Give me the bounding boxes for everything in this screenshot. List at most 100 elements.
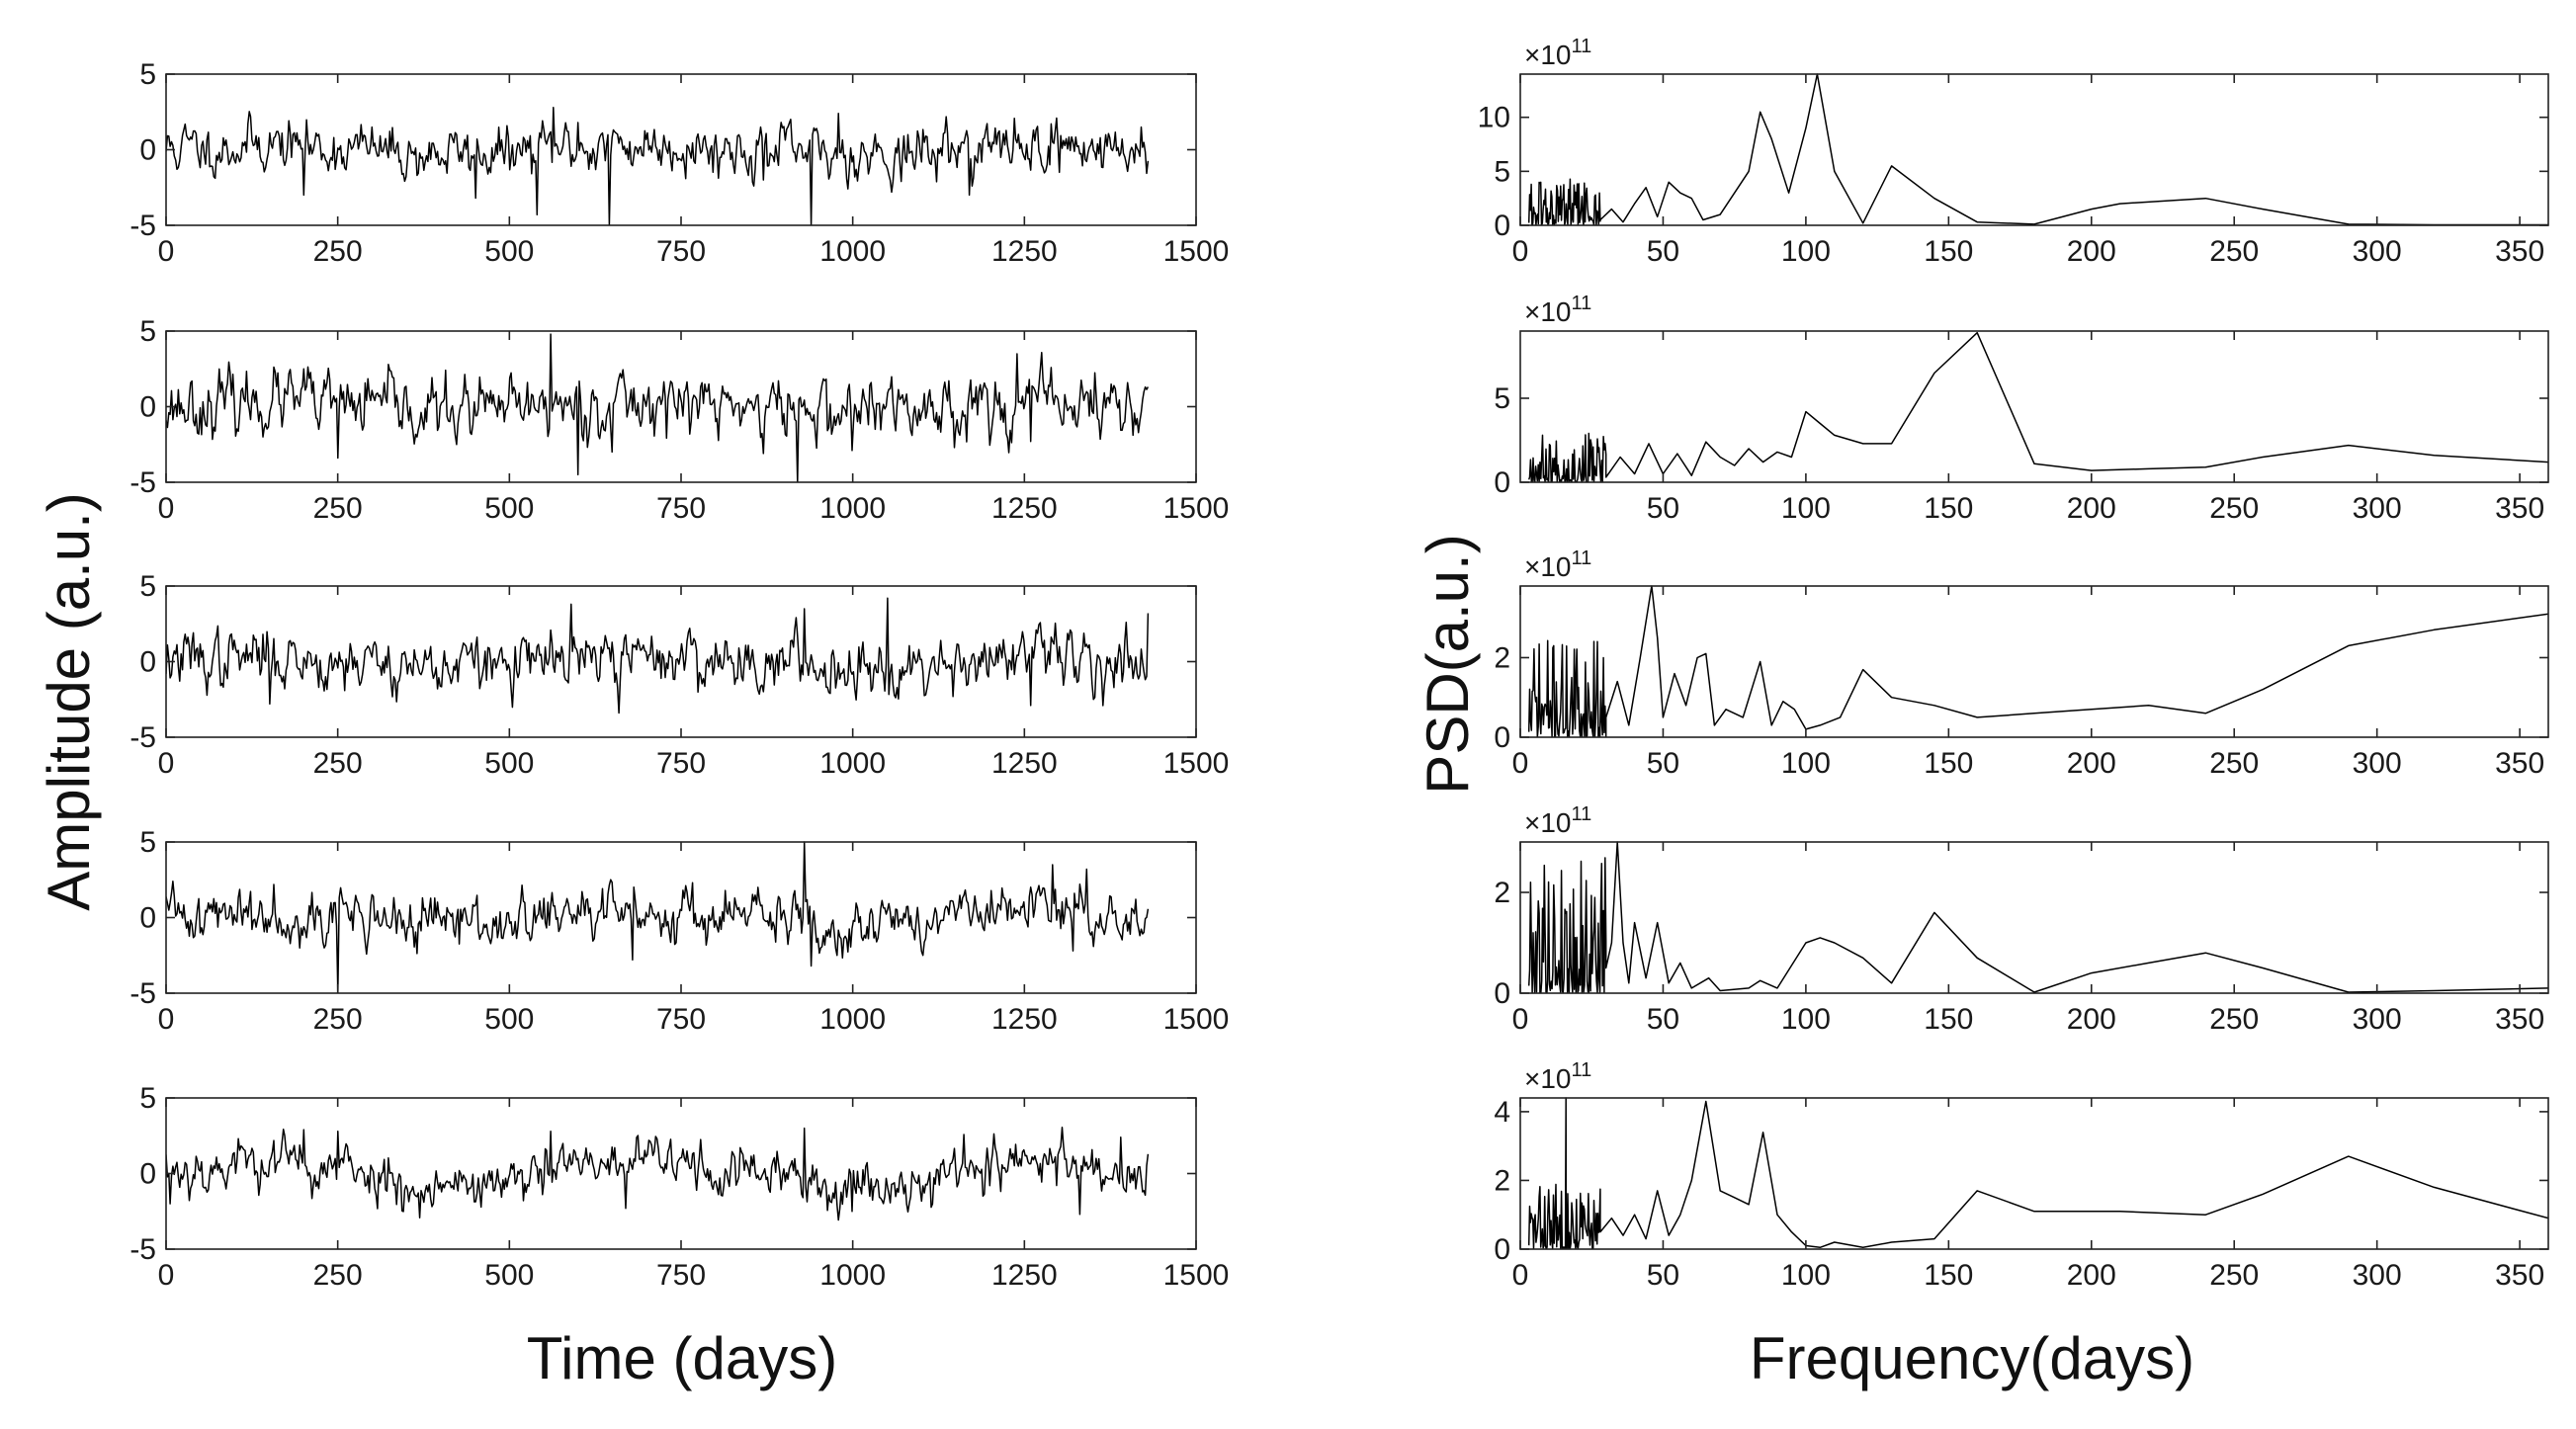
x-tick-label-psd4: 0 [1512,1003,1529,1036]
x-tick-label-amp3: 500 [484,747,534,780]
x-tick-label-amp4: 1000 [819,1003,886,1036]
x-tick-label-psd5: 150 [1924,1259,1973,1292]
x-tick-label-amp1: 0 [158,235,175,268]
y-tick-label-amp3: -5 [129,721,156,754]
x-tick-label-psd5: 350 [2495,1259,2544,1292]
x-tick-label-amp4: 1500 [1163,1003,1230,1036]
exponent-label-psd1: ×1011 [1524,36,1591,70]
exponent-label-psd2: ×1011 [1524,293,1591,327]
y-tick-label-amp1: 0 [139,134,156,167]
x-tick-label-psd2: 350 [2495,492,2544,525]
x-tick-label-amp2: 1250 [991,492,1058,525]
x-tick-label-psd5: 250 [2209,1259,2259,1292]
x-tick-label-amp3: 1250 [991,747,1058,780]
axes-frame-psd2 [1519,330,2549,483]
x-tick-label-psd3: 350 [2495,747,2544,780]
axes-frame-psd5 [1519,1097,2549,1250]
x-tick-label-psd3: 300 [2353,747,2402,780]
subplot-psd4: 0 50 100 150 200 250 300 350 0 2 ×1011 [1494,803,2549,1036]
x-tick-label-amp4: 0 [158,1003,175,1036]
series-line-amp3 [166,597,1150,714]
y-tick-label-psd5: 4 [1494,1096,1510,1129]
x-tick-label-amp4: 750 [656,1003,706,1036]
axes-frame-psd3 [1519,585,2549,738]
y-tick-label-amp2: -5 [129,466,156,499]
x-tick-label-amp2: 750 [656,492,706,525]
series-line-amp5 [166,1127,1150,1221]
left-y-axis-title: Amplitude (a.u.) [36,492,102,911]
x-tick-label-amp2: 250 [313,492,363,525]
x-tick-label-amp2: 1500 [1163,492,1230,525]
x-tick-label-amp5: 1250 [991,1259,1058,1292]
x-tick-label-psd5: 50 [1647,1259,1679,1292]
x-tick-label-psd4: 150 [1924,1003,1973,1036]
x-tick-label-amp3: 1000 [819,747,886,780]
x-tick-label-psd2: 200 [2067,492,2116,525]
left-x-axis-title: Time (days) [527,1325,837,1391]
subplot-amp5: 0 250 500 750 1000 1250 1500-505 [129,1082,1229,1292]
x-tick-label-psd1: 350 [2495,235,2544,268]
x-tick-label-psd1: 300 [2353,235,2402,268]
x-tick-label-psd1: 150 [1924,235,1973,268]
subplot-amp4: 0 250 500 750 1000 1250 1500-505 [129,826,1229,1036]
y-tick-label-amp1: 5 [139,58,156,91]
y-tick-label-amp3: 5 [139,570,156,603]
x-tick-label-amp1: 1250 [991,235,1058,268]
x-tick-label-amp1: 750 [656,235,706,268]
x-tick-label-amp5: 250 [313,1259,363,1292]
series-line-amp2 [166,333,1150,482]
x-tick-label-psd2: 300 [2353,492,2402,525]
y-tick-label-amp5: 5 [139,1082,156,1115]
x-tick-label-amp1: 1000 [819,235,886,268]
series-line-amp1 [166,106,1150,225]
axes-frame-psd4 [1519,841,2549,994]
exponent-label-psd5: ×1011 [1524,1059,1591,1094]
subplot-psd2: 50 100 150 200 250 300 350 0 5 ×1011 [1494,293,2549,525]
x-tick-label-amp5: 1500 [1163,1259,1230,1292]
y-tick-label-amp4: 5 [139,826,156,859]
subplot-psd5: 0 50 100 150 200 250 300 350 0 2 4 ×1011 [1494,1059,2549,1292]
y-tick-label-psd4: 0 [1494,977,1510,1010]
x-tick-label-psd4: 100 [1781,1003,1831,1036]
x-tick-label-amp5: 1000 [819,1259,886,1292]
x-tick-label-psd4: 250 [2209,1003,2259,1036]
exponent-label-psd4: ×1011 [1524,803,1591,838]
x-tick-label-psd2: 50 [1647,492,1679,525]
subplot-amp1: 0 250 500 750 1000 1250 1500-505 [129,58,1229,268]
x-tick-label-psd4: 350 [2495,1003,2544,1036]
x-tick-label-psd1: 250 [2209,235,2259,268]
x-tick-label-psd4: 300 [2353,1003,2402,1036]
y-tick-label-psd3: 2 [1494,641,1510,674]
series-line-psd1 [1527,73,2548,225]
x-tick-label-amp2: 0 [158,492,175,525]
x-tick-label-psd1: 200 [2067,235,2116,268]
y-tick-label-psd2: 5 [1494,382,1510,415]
right-y-axis-title: PSD(a.u.) [1415,534,1481,794]
y-tick-label-psd5: 0 [1494,1233,1510,1266]
x-tick-label-psd5: 300 [2353,1259,2402,1292]
x-tick-label-psd3: 150 [1924,747,1973,780]
y-tick-label-amp3: 0 [139,646,156,679]
y-tick-label-psd3: 0 [1494,721,1510,754]
x-tick-label-amp4: 1250 [991,1003,1058,1036]
x-tick-label-psd3: 0 [1512,747,1529,780]
series-line-psd3 [1527,585,2548,737]
exponent-label-psd3: ×1011 [1524,547,1591,582]
x-tick-label-psd3: 100 [1781,747,1831,780]
x-tick-label-psd5: 100 [1781,1259,1831,1292]
x-tick-label-psd4: 50 [1647,1003,1679,1036]
y-tick-label-amp4: 0 [139,902,156,935]
x-tick-label-psd2: 250 [2209,492,2259,525]
y-tick-label-amp5: -5 [129,1233,156,1266]
axes-frame-psd1 [1519,73,2549,226]
x-tick-label-psd2: 150 [1924,492,1973,525]
x-tick-label-amp5: 0 [158,1259,175,1292]
subplot-amp2: 0 250 500 750 1000 1250 1500-505 [129,315,1229,525]
right-x-axis-title: Frequency(days) [1750,1325,2194,1391]
x-tick-label-amp1: 1500 [1163,235,1230,268]
y-tick-label-psd1: 10 [1478,102,1510,134]
x-tick-label-amp5: 500 [484,1259,534,1292]
x-tick-label-amp3: 750 [656,747,706,780]
